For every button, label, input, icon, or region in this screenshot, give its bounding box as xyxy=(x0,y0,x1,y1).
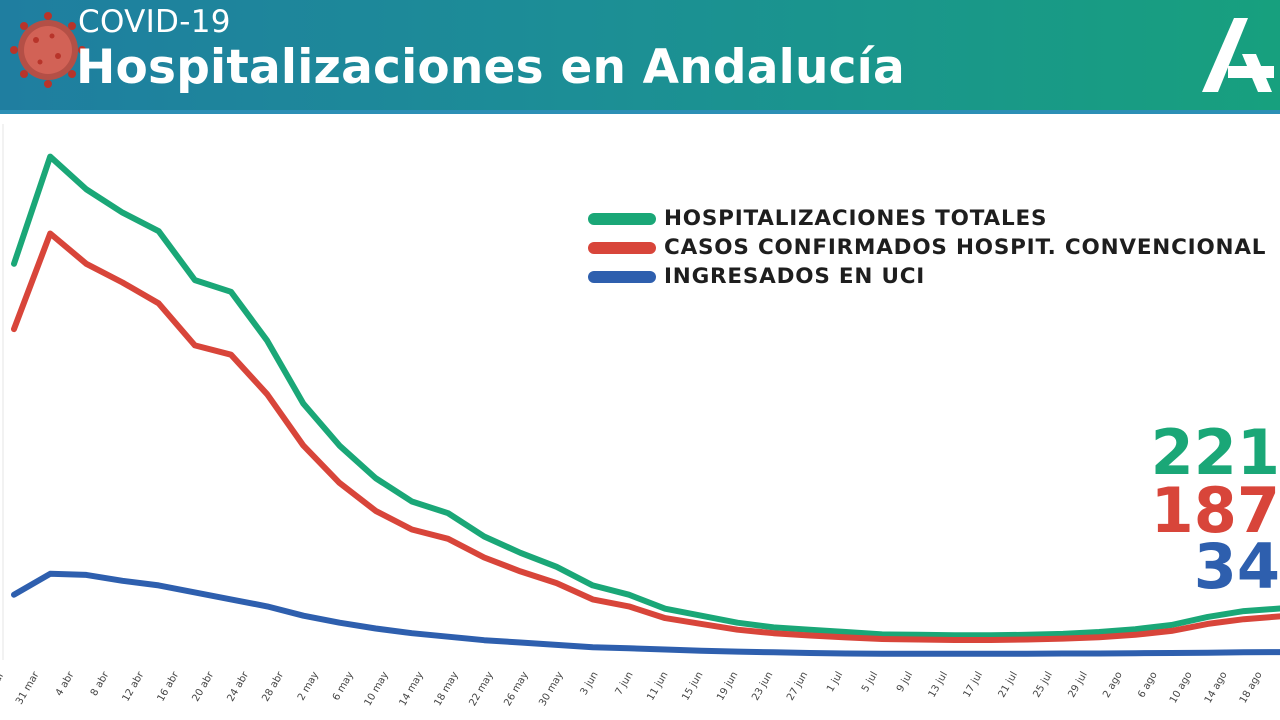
x-tick-label: 2 may xyxy=(296,670,321,703)
x-tick-label: 11 jun xyxy=(645,670,670,703)
latest-value-icu: 34 xyxy=(1193,530,1280,603)
x-tick-label: 13 jul xyxy=(927,670,950,700)
x-tick-label: 8 abr xyxy=(89,669,112,698)
x-tick-label: 10 may xyxy=(363,670,391,708)
x-tick-label: 9 jul xyxy=(895,670,915,694)
x-tick-label: 6 may xyxy=(331,670,356,703)
x-tick-label: 30 may xyxy=(537,670,565,708)
x-tick-label: 20 abr xyxy=(190,669,216,703)
hospitalizations-line-chart: mar 31 mar 4 abr 8 abr 12 abr 16 abr 20 abr 24 … xyxy=(0,124,1280,708)
x-tick-label: 29 jul xyxy=(1066,670,1089,700)
x-tick-label: 31 mar xyxy=(14,669,42,706)
legend-item-icu: INGRESADOS EN UCI xyxy=(588,262,1266,291)
series-line-1 xyxy=(11,230,1280,643)
legend-item-conventional: CASOS CONFIRMADOS HOSPIT. CONVENCIONAL xyxy=(588,233,1266,262)
coronavirus-icon xyxy=(10,12,86,88)
legend-item-total: HOSPITALIZACIONES TOTALES xyxy=(588,204,1266,233)
x-tick-label: 2 ago xyxy=(1101,670,1125,700)
x-tick-label: 14 ago xyxy=(1203,670,1230,705)
legend-swatch-conventional xyxy=(588,241,656,254)
x-tick-label: 3 jun xyxy=(579,670,601,697)
legend-label-conventional: CASOS CONFIRMADOS HOSPIT. CONVENCIONAL xyxy=(664,235,1267,260)
x-tick-label: 7 jun xyxy=(614,670,636,697)
chart-series-layer xyxy=(11,153,1280,657)
x-tick-label: 25 jul xyxy=(1031,670,1054,700)
x-tick-label: 23 jun xyxy=(750,670,775,703)
x-tick-label: 18 may xyxy=(432,670,460,708)
x-tick-label: 6 ago xyxy=(1136,670,1160,700)
series-line-0 xyxy=(11,153,1280,639)
x-tick-label: 15 jun xyxy=(680,670,705,703)
x-tick-label: 5 jul xyxy=(860,670,880,694)
x-tick-label: 21 jul xyxy=(997,670,1020,700)
x-tick-label: 10 ago xyxy=(1168,670,1195,705)
x-tick-label: 14 may xyxy=(398,670,426,708)
legend-swatch-total xyxy=(588,212,656,225)
page-title: Hospitalizaciones en Andalucía xyxy=(76,40,905,95)
x-tick-label: 19 jun xyxy=(715,670,740,703)
x-tick-label: 24 abr xyxy=(225,669,251,703)
header-divider xyxy=(0,110,1280,114)
x-tick-label: 12 abr xyxy=(121,669,147,703)
header-eyebrow: COVID-19 xyxy=(78,4,231,40)
x-tick-label: 1 jul xyxy=(825,670,845,694)
legend-label-icu: INGRESADOS EN UCI xyxy=(664,264,926,289)
x-tick-label: 17 jul xyxy=(962,670,985,700)
x-tick-label: 27 jun xyxy=(785,670,810,703)
x-tick-label: 26 may xyxy=(502,670,530,708)
legend-swatch-icu xyxy=(588,270,656,283)
x-tick-labels: mar 31 mar 4 abr 8 abr 12 abr 16 abr 20 abr 24 … xyxy=(0,669,1265,708)
chart-legend: HOSPITALIZACIONES TOTALES CASOS CONFIRMA… xyxy=(588,204,1266,291)
x-tick-label: mar xyxy=(0,669,7,693)
latest-value-conventional: 187 xyxy=(1150,474,1280,547)
x-tick-label: 16 abr xyxy=(156,669,182,703)
junta-andalucia-logo-icon xyxy=(1202,18,1274,92)
header-banner: COVID-19 Hospitalizaciones en Andalucía xyxy=(0,0,1280,110)
x-tick-label: 22 may xyxy=(467,670,495,708)
legend-label-total: HOSPITALIZACIONES TOTALES xyxy=(664,206,1048,231)
series-line-2 xyxy=(11,570,1280,657)
x-tick-label: 18 ago xyxy=(1238,670,1265,705)
latest-value-total: 221 xyxy=(1150,416,1280,489)
x-tick-label: 4 abr xyxy=(54,669,77,698)
x-tick-label: 28 abr xyxy=(260,669,286,703)
